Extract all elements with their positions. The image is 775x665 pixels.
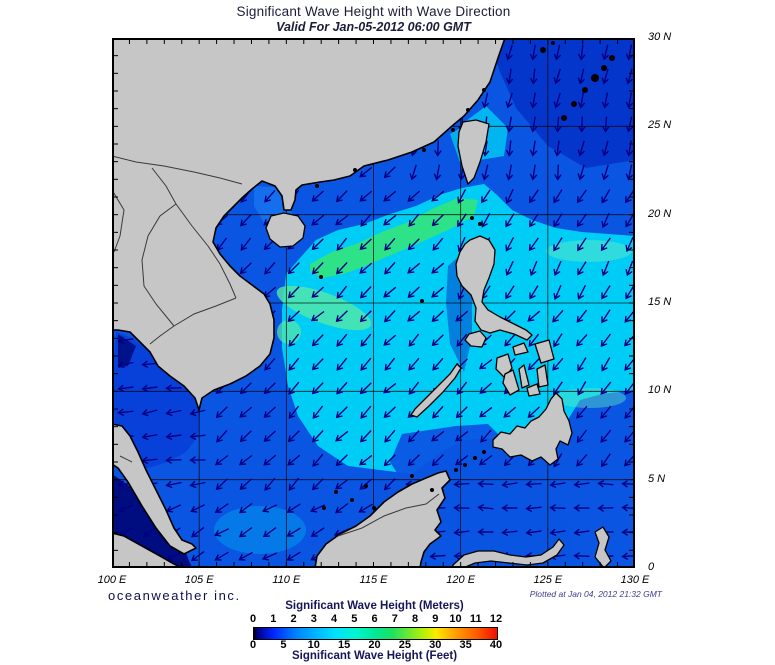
country-borders [111, 155, 440, 537]
lon-label: 120 E [446, 574, 476, 586]
land-bohol [526, 383, 541, 397]
legend-feet-tick: 35 [459, 639, 472, 651]
legend-feet-tick: 20 [368, 639, 381, 651]
oceanweather-logo-text: oceanweather inc. [108, 588, 241, 603]
land-borneo [314, 470, 451, 569]
legend-feet-title: Significant Wave Height (Feet) [291, 650, 458, 662]
legend-meters-tick: 11 [469, 613, 482, 625]
land-samar [534, 339, 555, 364]
legend-feet-tick: 40 [489, 639, 503, 651]
legend-meters-tick: 5 [351, 613, 358, 625]
lon-label: 105 E [184, 574, 214, 586]
land-palawan [410, 363, 462, 418]
land-mindanao [492, 392, 573, 466]
legend-feet-tick: 5 [280, 639, 287, 651]
land-luzon [455, 235, 533, 341]
lon-label: 125 E [533, 574, 563, 586]
legend-meters-tick: 0 [249, 613, 257, 625]
land-halmahera [594, 526, 612, 569]
legend-feet-tick: 0 [249, 639, 257, 651]
wave-map-svg [111, 37, 638, 569]
map-frame [112, 38, 635, 568]
legend-meters-tick: 10 [449, 613, 462, 625]
legend-meters-tick: 3 [310, 613, 317, 625]
legend-meters-tick: 4 [330, 613, 338, 625]
land-cebu [518, 364, 530, 389]
lat-label: 0 [648, 561, 655, 573]
lat-label: 20 N [648, 207, 672, 220]
plot-timestamp: Plotted at Jan 04, 2012 21:32 GMT [529, 589, 662, 599]
legend-meters-tick: 1 [270, 613, 277, 625]
legend-meters-tick: 6 [371, 613, 378, 625]
legend-feet-tick: 30 [429, 639, 442, 651]
land-negros [502, 369, 520, 396]
lat-label: 15 N [648, 296, 672, 308]
land-china-indochina [111, 37, 506, 411]
legend-feet-tick: 10 [307, 639, 320, 651]
legend-colorbar [253, 627, 498, 640]
map-canvas [111, 37, 638, 569]
legend-meters-title: Significant Wave Height (Meters) [285, 600, 464, 612]
lon-label: 100 E [97, 574, 127, 586]
legend-meters-tick: 12 [489, 613, 503, 625]
legend-feet-ticks: 0 5 10 15 20 25 30 35 40 [249, 639, 502, 651]
land-leyte [536, 364, 549, 388]
land-malay-peninsula [111, 423, 197, 555]
legend-meters-ticks: 0 1 2 3 4 5 6 7 8 9 10 11 12 [249, 613, 502, 625]
plot-valid-time: Valid For Jan-05-2012 06:00 GMT [276, 20, 471, 34]
land-masses [111, 37, 615, 569]
land-mindoro [464, 330, 487, 348]
lat-label: 25 N [648, 119, 672, 132]
lat-label: 10 N [648, 384, 672, 397]
lon-label: 110 E [272, 574, 301, 586]
legend-meters-tick: 2 [290, 613, 297, 625]
land-masbate [512, 342, 529, 356]
lon-label: 115 E [359, 574, 388, 586]
land-hainan [265, 212, 306, 248]
land-taiwan [457, 119, 490, 185]
lon-label: 130 E [620, 574, 650, 586]
legend-meters-tick: 7 [391, 613, 398, 625]
legend-feet-tick: 25 [398, 639, 411, 651]
lat-label: 5 N [648, 472, 666, 485]
legend-meters-tick: 9 [432, 613, 439, 625]
land-sulawesi [452, 538, 565, 569]
lat-label: 30 N [648, 31, 672, 43]
legend-feet-tick: 15 [338, 639, 351, 651]
legend-meters-tick: 8 [411, 613, 419, 625]
small-islands [315, 41, 615, 510]
plot-title: Significant Wave Height with Wave Direct… [236, 4, 511, 19]
